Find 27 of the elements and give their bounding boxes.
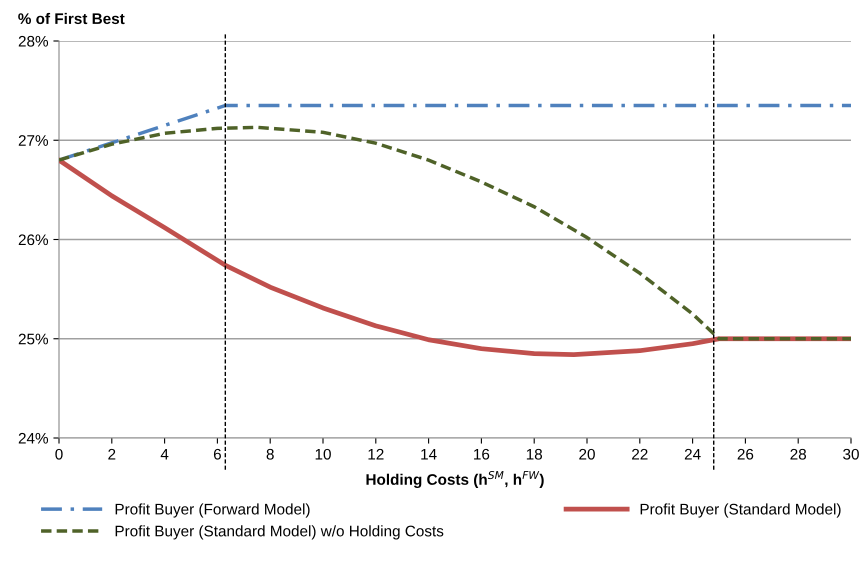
x-tick-label: 10 [316, 448, 331, 460]
x-tick-label: 28 [790, 448, 806, 460]
legend-label: Profit Buyer (Forward Model) [116, 503, 310, 518]
x-tick-label: 8 [266, 448, 274, 460]
legend-label: Profit Buyer (Standard Model) [640, 503, 841, 518]
x-tick-label: 16 [474, 448, 490, 460]
x-tick-label: 26 [738, 448, 754, 460]
x-tick-label: 6 [214, 448, 221, 460]
legend-label: Profit Buyer (Standard Model) w/o Holding Costs [116, 525, 444, 540]
x-axis-title: Holding Costs (h$^{SM}$, h$^{FW}$) [366, 470, 544, 488]
y-tick-label: 27% [18, 135, 48, 146]
line-series [59, 126, 851, 340]
y-axis-title: % of First Best [18, 12, 125, 24]
y-tick-label: 28% [18, 36, 48, 47]
x-tick-label: 2 [108, 448, 116, 460]
x-tick-label: 18 [526, 448, 542, 460]
x-tick-label: 0 [55, 448, 63, 460]
x-tick-label: 22 [632, 448, 648, 460]
x-tick-label: 12 [368, 448, 384, 460]
x-tick-label: 24 [684, 448, 701, 460]
x-tick-label: 4 [160, 448, 168, 460]
x-tick-label: 30 [843, 448, 859, 460]
y-tick-label: 26% [18, 234, 48, 246]
x-tick-label: 20 [579, 448, 595, 460]
y-tick-label: 24% [18, 432, 48, 444]
y-tick-label: 25% [18, 334, 48, 344]
x-tick-label: 14 [421, 448, 437, 460]
